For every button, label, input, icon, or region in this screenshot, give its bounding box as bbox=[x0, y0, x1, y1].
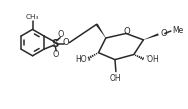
Text: OH: OH bbox=[110, 74, 122, 83]
Polygon shape bbox=[143, 33, 159, 40]
Text: CH₃: CH₃ bbox=[26, 14, 39, 20]
Text: O: O bbox=[53, 50, 59, 59]
Text: '': '' bbox=[87, 58, 91, 64]
Text: O: O bbox=[62, 38, 69, 47]
Polygon shape bbox=[96, 24, 106, 38]
Text: HO: HO bbox=[75, 55, 87, 64]
Text: O: O bbox=[58, 30, 64, 39]
Text: O: O bbox=[123, 27, 130, 36]
Text: S: S bbox=[52, 38, 59, 49]
Text: O: O bbox=[161, 29, 167, 38]
Text: Me: Me bbox=[172, 26, 183, 35]
Text: 'OH: 'OH bbox=[145, 55, 158, 64]
